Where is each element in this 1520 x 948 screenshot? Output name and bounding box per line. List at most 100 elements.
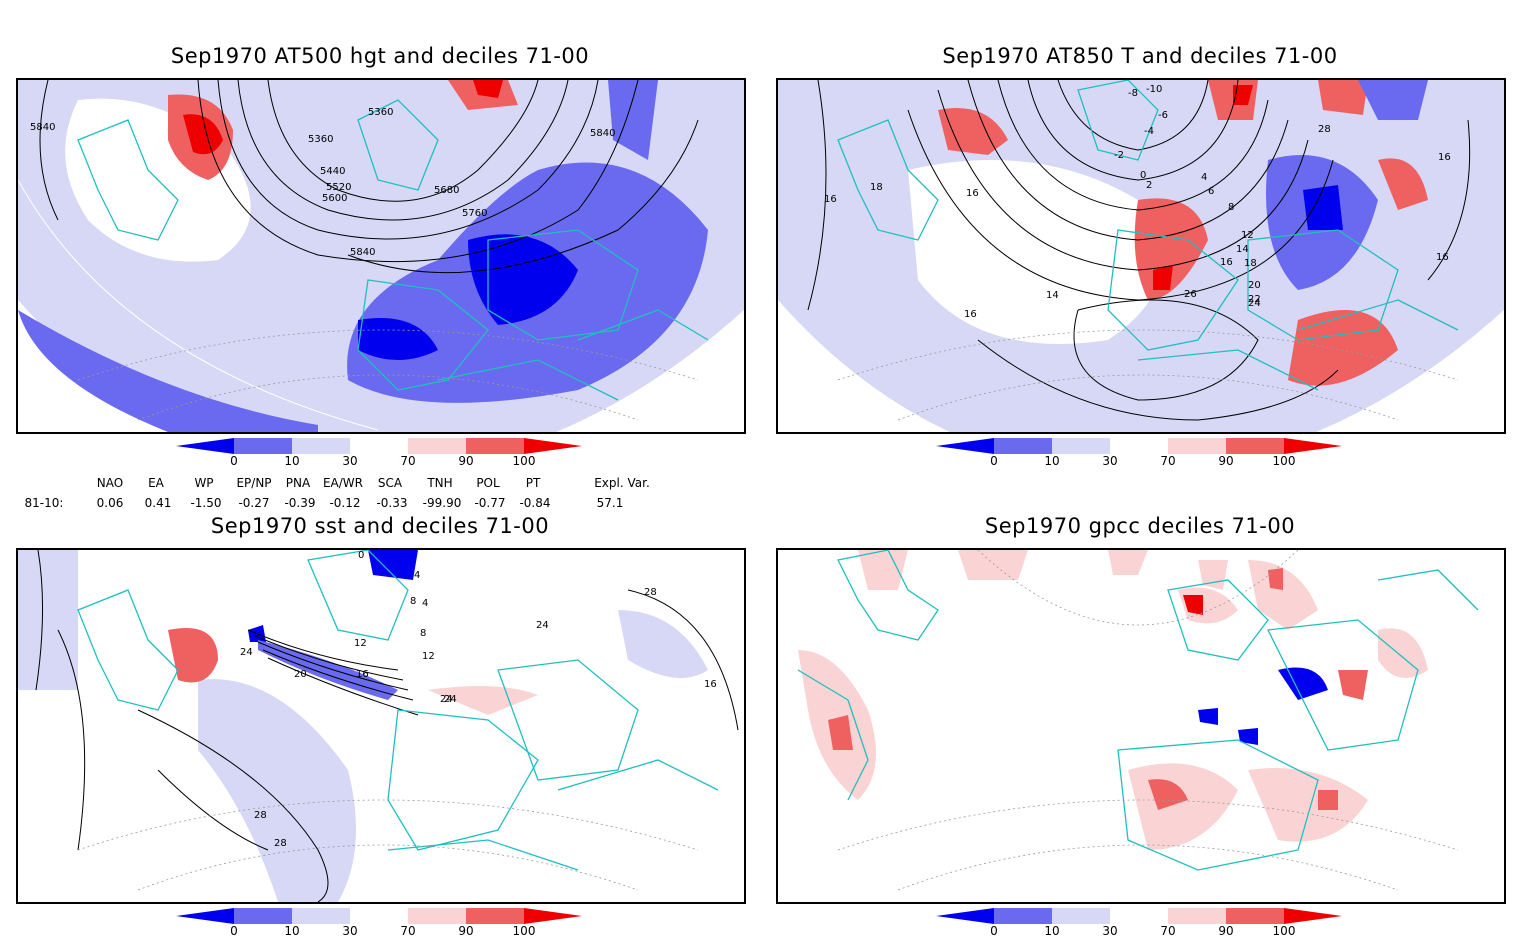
colorbar-tick: 90 [1218,924,1234,938]
colorbar-tick: 30 [342,454,358,468]
contour-label: 24 [1248,298,1261,309]
colorbar-tick: 100 [512,454,536,468]
colorbar-swatches [936,438,1342,454]
contour-label: 8 [420,628,426,639]
contour-label: 16 [1436,252,1449,263]
contour-label: 28 [274,838,287,849]
index-row-label: 81-10: [24,496,64,510]
colorbar-swatches [176,908,582,924]
contour-label: 16 [964,309,977,320]
contour-label: 18 [1244,258,1257,269]
colorbar-tick: 0 [990,454,998,468]
contour-label: 24 [240,647,253,658]
contour-label: 20 [294,669,307,680]
colorbar-swatches [936,908,1342,924]
contour-label: 16 [704,679,717,690]
contour-label: 5520 [326,182,351,193]
colorbar-tick: 10 [1044,924,1060,938]
index-header: PNA [285,476,311,490]
contour-label: 5840 [590,128,615,139]
index-value: -0.27 [238,496,270,510]
colorbar-panel-2: 0 10 30 70 90 100 [936,438,1356,478]
index-header: TNH [427,476,453,490]
contour-label: 24 [440,694,453,705]
map-sst: 0 4 8 12 16 20 24 24 28 28 28 24 16 12 8 4 24 [16,548,746,904]
contour-label: 16 [356,669,369,680]
index-value: -0.33 [376,496,408,510]
index-header: PT [525,476,541,490]
colorbar-panel-4: 0 10 30 70 90 100 [936,908,1356,948]
colorbar-tick: 30 [1102,454,1118,468]
map-canvas-gpcc [797,550,1479,891]
colorbar-tick: 30 [342,924,358,938]
contour-label: 2 [1146,180,1152,191]
contour-label: 26 [1184,289,1197,300]
index-header: EA/WR [322,476,364,490]
colorbar-tick: 10 [284,454,300,468]
contour-label: 4 [414,570,420,581]
contour-label: 4 [422,598,428,609]
contour-label: -8 [1128,88,1138,99]
colorbar-tick: 0 [990,924,998,938]
contour-label: 28 [1318,124,1331,135]
index-header: WP [194,476,214,490]
colorbar-tick: 70 [1160,454,1176,468]
contour-label: 14 [1236,244,1249,255]
contour-label: 28 [254,810,267,821]
contour-label: 5840 [350,247,375,258]
index-header: Expl. Var. [594,476,650,490]
contour-label: 12 [1241,230,1254,241]
contour-label: 5440 [320,166,345,177]
contour-label: 5360 [368,107,393,118]
contour-label: 24 [444,694,457,705]
colorbar-tick: 70 [400,924,416,938]
indices-value-row: 81-10: 0.06 0.41 -1.50 -0.27 -0.39 -0.12… [0,496,740,512]
contour-label: 0 [358,550,364,561]
contour-label: 5600 [322,193,347,204]
colorbar-tick: 0 [230,924,238,938]
colorbar-tick: 10 [284,924,300,938]
colorbar-tick: 90 [1218,454,1234,468]
colorbar-tick: 0 [230,454,238,468]
contour-label: 8 [1228,202,1234,213]
colorbar-tick: 100 [1272,454,1296,468]
map-at500-hgt: 5840 5360 5360 5440 5520 5600 5680 5760 5840 5840 [16,78,746,434]
indices-header-row: NAO EA WP EP/NP PNA EA/WR SCA TNH POL PT… [0,476,740,492]
contour-label: 18 [870,182,883,193]
index-header: POL [476,476,500,490]
map-at850-temp: -10 -8 -6 -4 -2 0 2 4 6 8 12 14 16 18 20 22 24 26 28 16 18 16… [776,78,1506,434]
contour-label: 12 [422,651,435,662]
contour-label: 5760 [462,208,487,219]
index-value: 0.41 [144,496,172,510]
index-value: 57.1 [596,496,624,510]
colorbar-tick: 100 [1272,924,1296,938]
index-value: -99.90 [422,496,462,510]
contour-label: 20 [1248,280,1261,291]
colorbar-tick: 100 [512,924,536,938]
contour-label: -4 [1144,126,1154,137]
index-value: -0.39 [284,496,316,510]
contour-label: -6 [1158,110,1168,121]
colorbar-tick: 90 [458,924,474,938]
contour-label: -2 [1114,150,1124,161]
index-value: 0.06 [96,496,124,510]
contour-label: 6 [1208,186,1214,197]
contour-label: -10 [1146,84,1162,95]
panel-title-at850: Sep1970 AT850 T and deciles 71-00 [942,44,1338,68]
contour-label: 12 [354,638,367,649]
contour-label: 16 [1220,257,1233,268]
colorbar-tick: 70 [1160,924,1176,938]
contour-label: 5360 [308,134,333,145]
contour-label: 8 [410,596,416,607]
colorbar-tick: 10 [1044,454,1060,468]
contour-label: 16 [966,188,979,199]
contour-label: 0 [1140,170,1146,181]
index-header: EA [148,476,164,490]
contour-label: 24 [536,620,549,631]
panel-title-gpcc: Sep1970 gpcc deciles 71-00 [984,514,1296,538]
colorbar-swatches [176,438,582,454]
index-value: -1.50 [190,496,222,510]
